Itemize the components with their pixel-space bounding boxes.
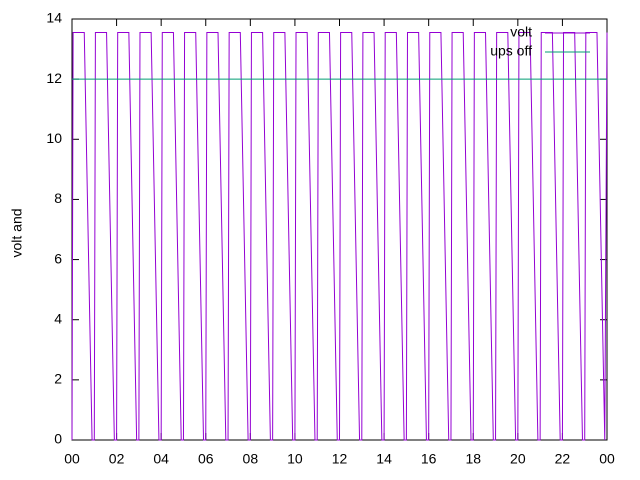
y-axis-label: volt and xyxy=(9,208,25,257)
y-tick-label: 8 xyxy=(54,190,62,206)
x-tick-label: 04 xyxy=(153,451,169,467)
x-tick-label: 18 xyxy=(465,451,481,467)
x-tick-label: 20 xyxy=(510,451,526,467)
x-tick-label: 10 xyxy=(287,451,303,467)
x-tick-label: 08 xyxy=(243,451,259,467)
y-tick-label: 2 xyxy=(54,371,62,387)
x-tick-label: 02 xyxy=(109,451,125,467)
y-tick-label: 6 xyxy=(54,250,62,266)
legend-label: ups off xyxy=(490,43,532,59)
series-line xyxy=(71,32,608,441)
y-tick-label: 4 xyxy=(54,310,62,326)
x-tick-label: 00 xyxy=(599,451,615,467)
y-tick-label: 10 xyxy=(46,130,62,146)
y-tick-label: 12 xyxy=(46,70,62,86)
x-tick-label: 16 xyxy=(421,451,437,467)
x-tick-label: 14 xyxy=(376,451,392,467)
x-tick-label: 12 xyxy=(332,451,348,467)
x-tick-label: 00 xyxy=(64,451,80,467)
y-tick-label: 14 xyxy=(46,10,62,26)
legend-label: volt xyxy=(510,24,532,40)
x-tick-label: 06 xyxy=(198,451,214,467)
y-tick-label: 0 xyxy=(54,431,62,447)
x-tick-label: 22 xyxy=(555,451,571,467)
